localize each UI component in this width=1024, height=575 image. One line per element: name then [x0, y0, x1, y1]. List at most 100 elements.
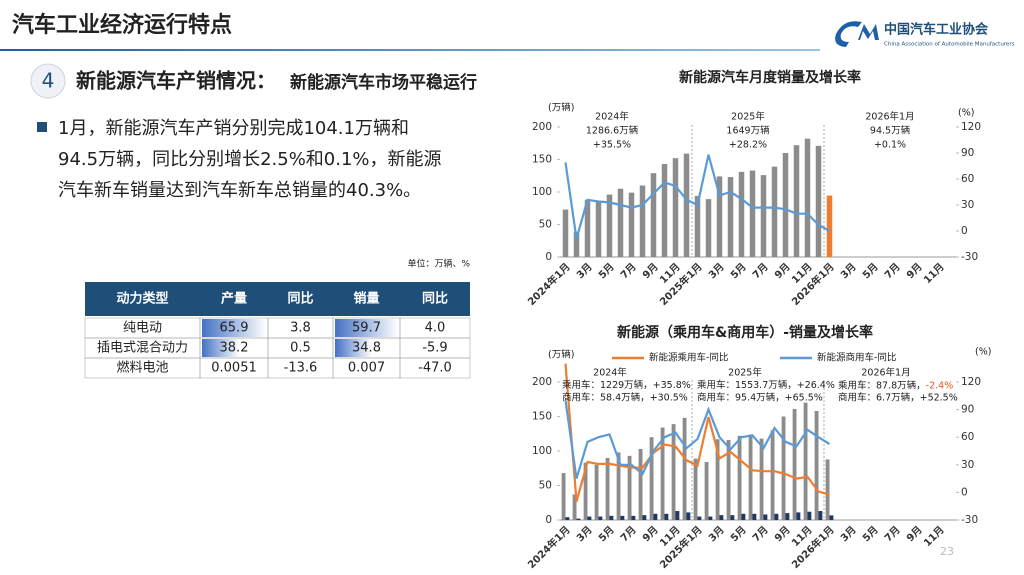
x-tick-label: 5月 [728, 524, 748, 544]
annotation: +35.5% [593, 140, 631, 151]
y-tick-label: 200 [532, 121, 552, 133]
table-cell-text: 燃料电池 [116, 360, 168, 376]
bar [785, 513, 790, 520]
x-tick-label: 7月 [882, 261, 902, 281]
bar [716, 176, 723, 257]
table-unit: 单位：万辆、% [407, 258, 470, 270]
x-tick-label: 2024年1月 [525, 523, 573, 571]
legend-label: 新能源商用车-同比 [817, 352, 896, 364]
bar [631, 515, 636, 520]
table-header-cell: 动力类型 [116, 291, 168, 307]
bar [576, 518, 581, 520]
bar [741, 513, 746, 520]
bar [693, 458, 698, 520]
table-cell-text: 38.2 [220, 341, 249, 356]
y-tick-label: 150 [532, 411, 552, 423]
chart-title: 新能源汽车月度销量及增长率 [679, 69, 861, 86]
x-tick-label: 7月 [618, 261, 638, 281]
bar [587, 516, 592, 520]
y2-tick-label: 60 [961, 431, 974, 443]
bar [807, 511, 812, 520]
bar [664, 513, 669, 520]
table-cell-text: 0.007 [348, 361, 385, 376]
annotation: 2025年 [728, 367, 762, 379]
y-tick-label: 100 [532, 445, 552, 457]
bar [796, 512, 801, 520]
x-tick-label: 7月 [750, 524, 770, 544]
bar [815, 145, 822, 257]
bar [672, 158, 679, 257]
x-tick-label: 3月 [838, 261, 858, 281]
annotation: 2026年1月 [865, 111, 914, 123]
bar [562, 209, 569, 257]
logo-en: China Association of Automobile Manufact… [884, 42, 1015, 48]
x-tick-label: 5月 [860, 261, 880, 281]
y2-tick-label: 30 [961, 199, 974, 211]
y-axis-label: (万辆) [548, 102, 574, 114]
bar [803, 402, 808, 520]
y2-tick-label: 0 [961, 486, 968, 498]
bar [694, 195, 701, 257]
annotation: +0.1% [874, 140, 906, 151]
bar [616, 452, 621, 520]
bar [829, 515, 834, 520]
annotation: 乘用车：1553.7万辆，+26.4% [697, 379, 835, 391]
y-tick-label: 150 [532, 154, 552, 166]
table-cell-text: 4.0 [425, 321, 446, 336]
bar [793, 145, 800, 257]
bar [749, 170, 756, 257]
bullet-text: 1月，新能源汽车产销分别完成104.1万辆和 [58, 118, 409, 139]
y-axis-label: (万辆) [548, 349, 574, 361]
bar [620, 515, 625, 520]
y2-tick-label: 30 [961, 459, 974, 471]
bar [628, 192, 635, 257]
y2-tick-label: 120 [961, 121, 981, 133]
annotation: 1286.6万辆 [586, 125, 639, 137]
x-tick-label: 7月 [618, 524, 638, 544]
bar [583, 462, 588, 520]
y-tick-label: 200 [532, 376, 552, 388]
table-header-bg [85, 282, 470, 316]
y-tick-label: 100 [532, 186, 552, 198]
bar [770, 430, 775, 520]
bar [697, 516, 702, 520]
bullet-marker [37, 122, 47, 132]
y-tick-label: 0 [545, 514, 552, 526]
annotation: 2024年 [593, 367, 627, 379]
bar [617, 188, 624, 257]
bar [675, 511, 680, 520]
bar [649, 437, 654, 520]
y2-tick-label: 90 [961, 147, 974, 159]
x-tick-label: 11月 [921, 261, 946, 286]
bar [671, 424, 676, 520]
y2-axis-label: (%) [958, 108, 974, 119]
bar [642, 515, 647, 520]
annotation: +28.2% [729, 140, 767, 151]
bar [825, 459, 830, 520]
cell-bar [335, 339, 372, 357]
table-cell-text: 纯电动 [123, 321, 162, 336]
page-number: 23 [940, 545, 954, 558]
table-cell-text: -47.0 [418, 361, 452, 376]
table-cell [399, 357, 471, 379]
bar [594, 464, 599, 520]
section-title: 新能源汽车产销情况： [76, 69, 276, 93]
bar [661, 164, 668, 257]
table-header-cell: 销量 [353, 291, 379, 307]
bar [660, 427, 665, 520]
bar [752, 513, 757, 520]
y2-tick-label: -30 [961, 251, 978, 263]
bar [683, 153, 690, 257]
bar [781, 416, 786, 520]
bar [561, 473, 566, 520]
bar [737, 435, 742, 520]
legend-label: 新能源乘用车-同比 [649, 352, 728, 364]
bar [804, 138, 811, 257]
x-tick-label: 2024年1月 [525, 260, 573, 308]
bullet-text: 汽车新车销量达到汽车新车总销量的40.3%。 [58, 180, 421, 201]
y2-tick-label: 90 [961, 404, 974, 416]
x-tick-label: 5月 [596, 261, 616, 281]
bullet-text: 94.5万辆，同比分别增长2.5%和0.1%，新能源 [58, 149, 442, 170]
table-cell-text: -5.9 [422, 341, 447, 356]
x-tick-label: 3月 [706, 524, 726, 544]
